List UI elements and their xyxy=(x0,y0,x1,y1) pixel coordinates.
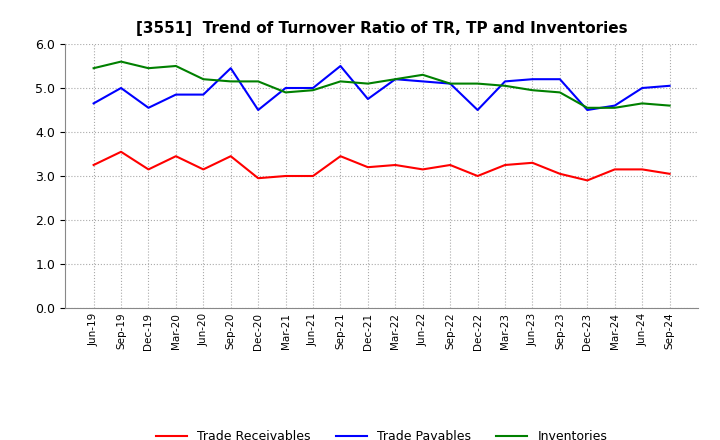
Inventories xyxy=(391,77,400,82)
Trade Receivables xyxy=(171,154,180,159)
Trade Payables xyxy=(638,85,647,91)
Trade Payables xyxy=(391,77,400,82)
Trade Receivables xyxy=(254,176,263,181)
Trade Payables xyxy=(226,66,235,71)
Trade Receivables xyxy=(473,173,482,179)
Inventories xyxy=(254,79,263,84)
Inventories xyxy=(528,88,537,93)
Trade Payables xyxy=(254,107,263,113)
Inventories xyxy=(638,101,647,106)
Inventories xyxy=(89,66,98,71)
Trade Receivables xyxy=(446,162,454,168)
Trade Receivables xyxy=(391,162,400,168)
Trade Payables xyxy=(336,63,345,69)
Trade Receivables xyxy=(638,167,647,172)
Trade Receivables xyxy=(89,162,98,168)
Inventories xyxy=(611,105,619,110)
Trade Payables xyxy=(473,107,482,113)
Inventories xyxy=(199,77,207,82)
Inventories xyxy=(500,83,509,88)
Trade Payables xyxy=(446,81,454,86)
Inventories xyxy=(473,81,482,86)
Inventories xyxy=(309,88,318,93)
Trade Payables xyxy=(418,79,427,84)
Trade Receivables xyxy=(144,167,153,172)
Title: [3551]  Trend of Turnover Ratio of TR, TP and Inventories: [3551] Trend of Turnover Ratio of TR, TP… xyxy=(136,21,627,36)
Trade Payables xyxy=(309,85,318,91)
Trade Receivables xyxy=(556,171,564,176)
Trade Receivables xyxy=(418,167,427,172)
Trade Receivables xyxy=(583,178,592,183)
Trade Receivables xyxy=(117,149,125,154)
Inventories xyxy=(117,59,125,64)
Inventories xyxy=(282,90,290,95)
Inventories xyxy=(171,63,180,69)
Trade Receivables xyxy=(226,154,235,159)
Trade Receivables xyxy=(528,160,537,165)
Inventories xyxy=(556,90,564,95)
Inventories xyxy=(144,66,153,71)
Trade Receivables xyxy=(611,167,619,172)
Inventories xyxy=(665,103,674,108)
Trade Receivables xyxy=(364,165,372,170)
Trade Payables xyxy=(611,103,619,108)
Trade Payables xyxy=(117,85,125,91)
Trade Receivables xyxy=(282,173,290,179)
Inventories xyxy=(583,105,592,110)
Trade Receivables xyxy=(336,154,345,159)
Trade Receivables xyxy=(665,171,674,176)
Trade Payables xyxy=(500,79,509,84)
Trade Payables xyxy=(556,77,564,82)
Line: Trade Receivables: Trade Receivables xyxy=(94,152,670,180)
Inventories xyxy=(446,81,454,86)
Trade Payables xyxy=(171,92,180,97)
Trade Payables xyxy=(282,85,290,91)
Legend: Trade Receivables, Trade Payables, Inventories: Trade Receivables, Trade Payables, Inven… xyxy=(151,425,612,440)
Inventories xyxy=(364,81,372,86)
Trade Receivables xyxy=(500,162,509,168)
Inventories xyxy=(418,72,427,77)
Inventories xyxy=(336,79,345,84)
Trade Payables xyxy=(583,107,592,113)
Trade Payables xyxy=(665,83,674,88)
Trade Receivables xyxy=(309,173,318,179)
Trade Receivables xyxy=(199,167,207,172)
Line: Inventories: Inventories xyxy=(94,62,670,108)
Trade Payables xyxy=(364,96,372,102)
Trade Payables xyxy=(528,77,537,82)
Trade Payables xyxy=(199,92,207,97)
Trade Payables xyxy=(144,105,153,110)
Line: Trade Payables: Trade Payables xyxy=(94,66,670,110)
Inventories xyxy=(226,79,235,84)
Trade Payables xyxy=(89,101,98,106)
